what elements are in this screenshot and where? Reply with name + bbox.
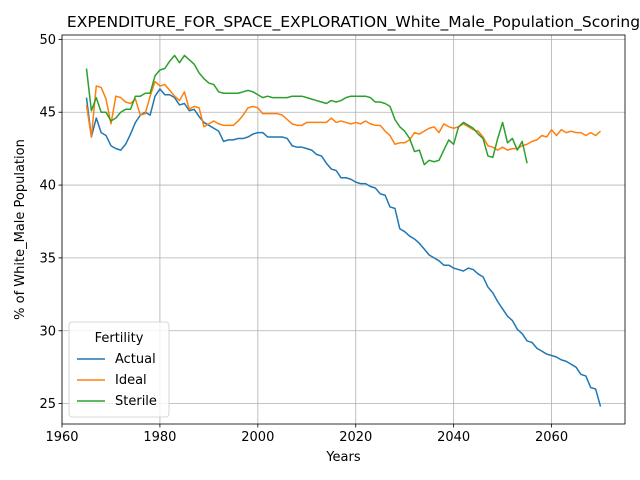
y-axis-label: % of White_Male Population xyxy=(13,139,28,320)
x-tick-label: 1980 xyxy=(143,430,176,445)
y-tick-label: 45 xyxy=(39,106,56,121)
series-line-actual xyxy=(85,88,602,407)
x-tick-label: 2040 xyxy=(437,430,470,445)
x-tick-label: 2060 xyxy=(535,430,568,445)
x-axis-label: Years xyxy=(325,450,361,465)
y-tick-label: 35 xyxy=(39,251,56,266)
legend-items: Actual Ideal Sterile xyxy=(77,352,157,409)
axis-ticks: 1960 1980 2000 2020 2040 2060 25 30 35 40 45 50 xyxy=(39,33,568,445)
x-tick-label: 2020 xyxy=(339,430,372,445)
chart-title: EXPENDITURE_FOR_SPACE_EXPLORATION_White_… xyxy=(67,13,640,32)
x-tick-label: 2000 xyxy=(241,430,274,445)
legend-box xyxy=(68,321,170,418)
y-tick-label: 30 xyxy=(39,324,56,339)
y-tick-label: 25 xyxy=(39,397,56,412)
legend: Fertility Actual Ideal Sterile xyxy=(68,321,170,418)
y-tick-label: 40 xyxy=(39,179,56,194)
legend-label-actual: Actual xyxy=(115,352,156,367)
legend-label-ideal: Ideal xyxy=(115,373,147,388)
plot-frame xyxy=(61,34,626,425)
legend-label-sterile: Sterile xyxy=(115,394,157,409)
y-tick-label: 50 xyxy=(39,33,56,48)
series-line-ideal xyxy=(85,80,602,151)
series-lines xyxy=(85,54,602,407)
series-line-sterile xyxy=(85,54,528,166)
x-tick-label: 1960 xyxy=(45,430,78,445)
legend-title: Fertility xyxy=(95,331,144,346)
